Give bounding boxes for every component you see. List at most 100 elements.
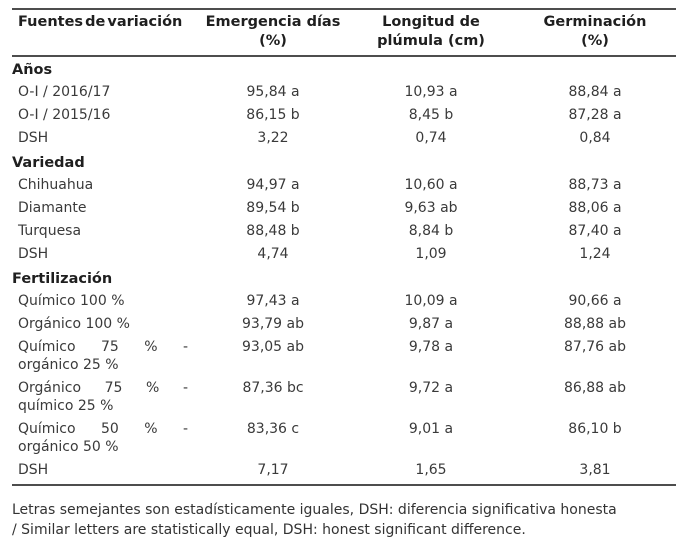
row-label-line: Químico 75 % -: [18, 339, 188, 355]
row-label-line: orgánico 25 %: [18, 357, 119, 373]
table-row-dsh: DSH 7,17 1,65 3,81: [12, 459, 676, 485]
table-row: Orgánico 100 % 93,79 ab 9,87 a 88,88 ab: [12, 313, 676, 336]
row-label-line: orgánico 50 %: [18, 439, 119, 455]
section-title: Variedad: [12, 155, 85, 171]
column-header-line: Emergencia días: [205, 14, 341, 30]
row-label: DSH: [12, 127, 198, 150]
value-cell: 88,73 a: [568, 177, 622, 193]
row-label: Diamante: [12, 197, 198, 220]
column-header-line: plúmula (cm): [377, 33, 485, 49]
column-header-line: Longitud de: [382, 14, 480, 30]
value-cell: 88,48 b: [246, 223, 300, 239]
value-cell: 86,10 b: [568, 421, 622, 437]
row-label: Chihuahua: [12, 174, 198, 197]
row-label-line: químico 25 %: [18, 398, 114, 414]
value-cell: 97,43 a: [246, 293, 300, 309]
row-label: O-I / 2016/17: [12, 81, 198, 104]
row-label-line: DSH: [18, 130, 49, 146]
row-label: Orgánico 75 % - químico 25 %: [12, 377, 198, 418]
row-label: Turquesa: [12, 220, 198, 243]
row-label-line: Turquesa: [18, 223, 82, 239]
value-cell: 8,45 b: [408, 107, 454, 123]
table-row: O-I / 2015/16 86,15 b 8,45 b 87,28 a: [12, 104, 676, 127]
table-row: Químico 100 % 97,43 a 10,09 a 90,66 a: [12, 290, 676, 313]
section-title: Fertilización: [12, 271, 113, 287]
value-cell: 89,54 b: [246, 200, 300, 216]
table-row: Diamante 89,54 b 9,63 ab 88,06 a: [12, 197, 676, 220]
value-cell: 1,09: [415, 246, 447, 262]
value-cell: 94,97 a: [246, 177, 300, 193]
value-cell: 9,87 a: [408, 316, 454, 332]
table-footnote: Letras semejantes son estadísticamente i…: [12, 501, 676, 540]
results-table: Fuentes de variación Emergencia días (%)…: [12, 8, 676, 486]
value-cell: 88,84 a: [568, 84, 622, 100]
table-row: O-I / 2016/17 95,84 a 10,93 a 88,84 a: [12, 81, 676, 104]
value-cell: 8,84 b: [408, 223, 454, 239]
column-header-line: (%): [581, 33, 609, 49]
value-cell: 87,40 a: [568, 223, 622, 239]
row-label-line: DSH: [18, 462, 49, 478]
row-label: Químico 75 % - orgánico 25 %: [12, 336, 198, 377]
value-cell: 3,81: [579, 462, 611, 478]
page: Fuentes de variación Emergencia días (%)…: [12, 8, 676, 540]
section-row-anos: Años: [12, 56, 676, 81]
row-label: O-I / 2015/16: [12, 104, 198, 127]
column-header-line: Germinación: [543, 14, 647, 30]
value-cell: 3,22: [257, 130, 289, 146]
table-row-dsh: DSH 4,74 1,09 1,24: [12, 243, 676, 266]
row-label: DSH: [12, 459, 198, 485]
row-label: Orgánico 100 %: [12, 313, 198, 336]
table-header-row: Fuentes de variación Emergencia días (%)…: [12, 9, 676, 57]
value-cell: 88,88 ab: [564, 316, 626, 332]
column-header-longitud-plumula: Longitud de plúmula (cm): [348, 9, 514, 57]
column-header-emergencia-dias: Emergencia días (%): [198, 9, 348, 57]
value-cell: 87,28 a: [568, 107, 622, 123]
table-row: Chihuahua 94,97 a 10,60 a 88,73 a: [12, 174, 676, 197]
row-label: DSH: [12, 243, 198, 266]
section-title: Años: [12, 62, 53, 78]
row-label-line: Químico 100 %: [18, 293, 125, 309]
row-label-line: Orgánico 75 % -: [18, 380, 188, 396]
value-cell: 10,09 a: [404, 293, 458, 309]
value-cell: 0,84: [579, 130, 611, 146]
column-header-fuentes-de-variacion: Fuentes de variación: [12, 9, 198, 57]
table-row: Turquesa 88,48 b 8,84 b 87,40 a: [12, 220, 676, 243]
section-row-variedad: Variedad: [12, 150, 676, 174]
section-row-fertilizacion: Fertilización: [12, 266, 676, 290]
value-cell: 83,36 c: [246, 421, 300, 437]
column-header-germinacion: Germinación (%): [514, 9, 676, 57]
value-cell: 10,93 a: [404, 84, 458, 100]
column-header-line: (%): [259, 33, 287, 49]
row-label-line: Chihuahua: [18, 177, 94, 193]
value-cell: 90,66 a: [568, 293, 622, 309]
value-cell: 9,01 a: [408, 421, 454, 437]
value-cell: 95,84 a: [246, 84, 300, 100]
value-cell: 93,05 ab: [242, 339, 304, 355]
value-cell: 1,65: [415, 462, 447, 478]
value-cell: 10,60 a: [404, 177, 458, 193]
row-label-line: Diamante: [18, 200, 87, 216]
value-cell: 86,15 b: [246, 107, 300, 123]
value-cell: 87,76 ab: [564, 339, 626, 355]
column-header-line: Fuentes de variación: [18, 14, 183, 30]
row-label-line: DSH: [18, 246, 49, 262]
value-cell: 87,36 bc: [242, 380, 304, 396]
footnote-line: / Similar letters are statistically equa…: [12, 521, 526, 538]
table-row-dsh: DSH 3,22 0,74 0,84: [12, 127, 676, 150]
value-cell: 86,88 ab: [564, 380, 626, 396]
value-cell: 93,79 ab: [242, 316, 304, 332]
row-label-line: O-I / 2015/16: [18, 107, 111, 123]
value-cell: 4,74: [257, 246, 289, 262]
row-label-line: Químico 50 % -: [18, 421, 188, 437]
row-label-line: O-I / 2016/17: [18, 84, 111, 100]
row-label: Químico 100 %: [12, 290, 198, 313]
value-cell: 88,06 a: [568, 200, 622, 216]
value-cell: 9,63 ab: [404, 200, 458, 216]
value-cell: 9,72 a: [408, 380, 454, 396]
row-label-line: Orgánico 100 %: [18, 316, 130, 332]
value-cell: 1,24: [579, 246, 611, 262]
value-cell: 7,17: [257, 462, 289, 478]
table-row: Químico 50 % - orgánico 50 % 83,36 c 9,0…: [12, 418, 676, 459]
value-cell: 9,78 a: [408, 339, 454, 355]
row-label: Químico 50 % - orgánico 50 %: [12, 418, 198, 459]
